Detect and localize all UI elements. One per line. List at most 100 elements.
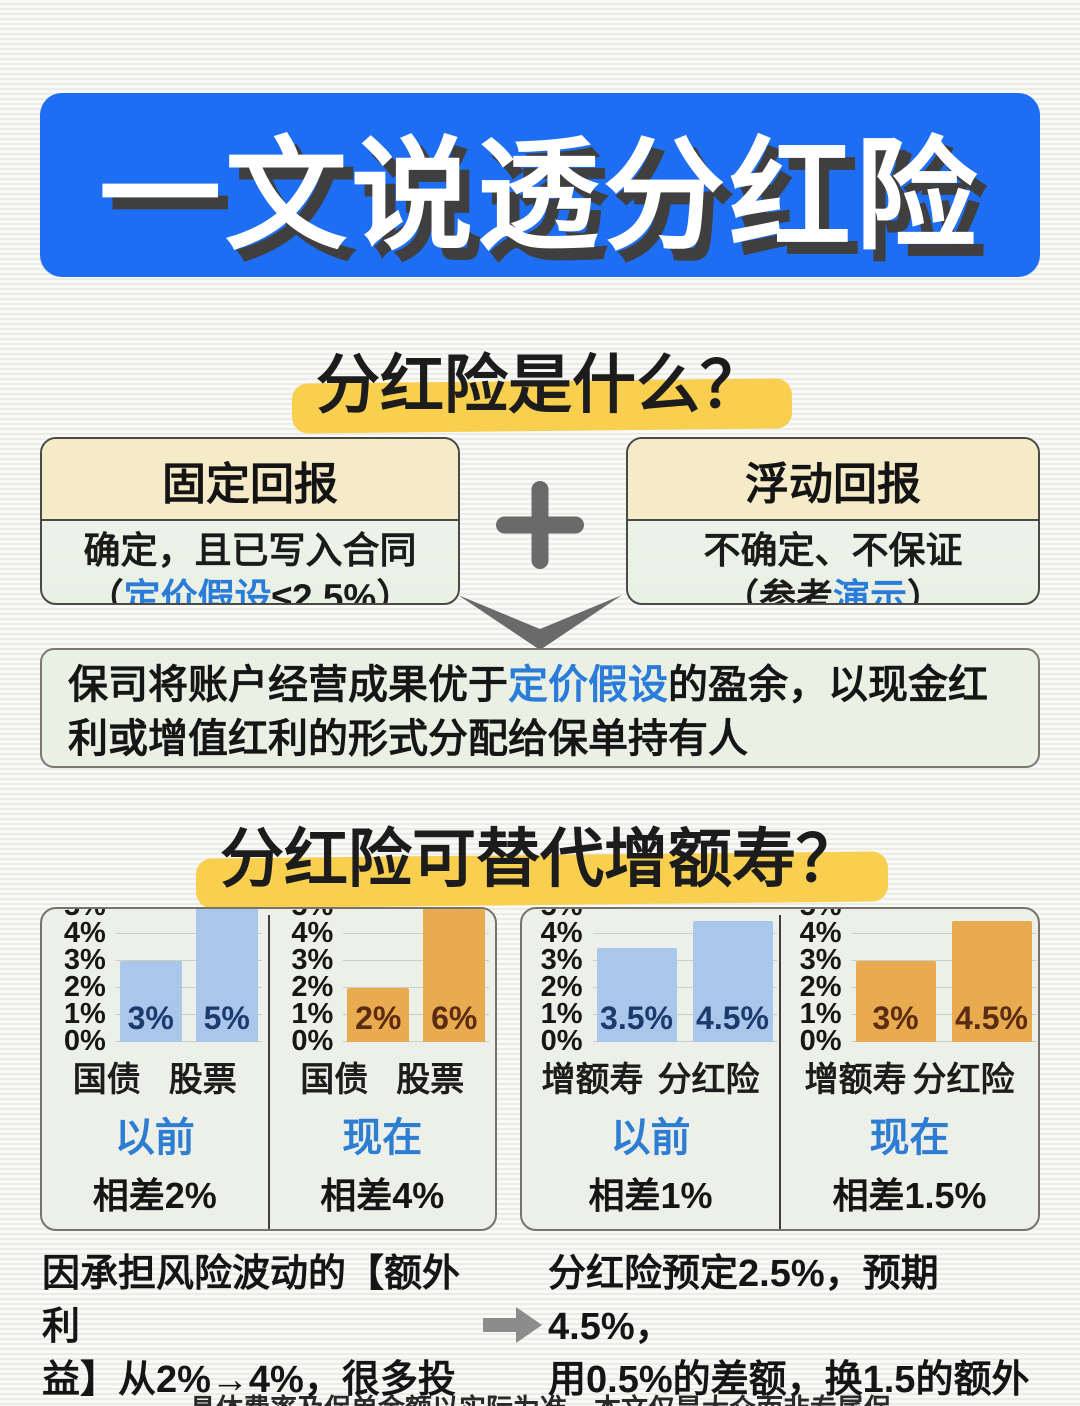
section2-heading-text: 分红险可替代增额寿？ [214, 823, 866, 895]
bar-value-label: 6% [431, 1000, 478, 1036]
difference-label: 相差1.5% [832, 1175, 987, 1216]
floating-return-body: 不确定、不保证 （参考演示） [628, 521, 1038, 603]
bar-股票: 5% [195, 909, 258, 1042]
page-title: 一文说透分红险 [99, 127, 981, 264]
y-axis: 6%5%4%3%2%1%0% [275, 909, 334, 1057]
axis-tick: 5% [48, 909, 106, 921]
category-label: 增额寿 [541, 1061, 644, 1099]
axis-tick: 1% [540, 998, 583, 1030]
axis-tick: 2% [291, 971, 334, 1003]
plot-area: 3.5% 4.5% [592, 909, 777, 1042]
axis-tick: 0% [291, 1025, 334, 1057]
plot-area: 2% 6% [343, 909, 490, 1042]
period-label: 以前 [114, 1116, 195, 1160]
bar-value-label: 4.5% [696, 1000, 769, 1036]
category-label: 国债 [72, 1061, 141, 1099]
fixed-return-line1: 确定，且已写入合同 [83, 530, 417, 571]
category-label: 分红险 [657, 1061, 760, 1099]
axis-tick: 5% [275, 909, 333, 921]
bar-增额寿: 3% [855, 961, 936, 1042]
comparison-cards-row: 固定回报 确定，且已写入合同 （定价假设≤2.5%） 浮动回报 不确定、不保证 … [40, 437, 1040, 605]
plot-area: 3% 4.5% [851, 909, 1036, 1042]
axis-tick: 0% [799, 1025, 842, 1057]
section1-heading-text: 分红险是什么？ [310, 349, 770, 421]
section1-heading: 分红险是什么？ [0, 334, 1080, 426]
category-labels: 国债 股票 [300, 1052, 464, 1101]
plus-icon [496, 481, 584, 569]
axis-tick: 1% [63, 998, 106, 1030]
category-label: 增额寿 [804, 1061, 907, 1099]
floating-return-title: 浮动回报 [628, 439, 1038, 521]
arrow-down-icon [458, 595, 622, 650]
plot-area: 3% 5% [115, 909, 262, 1042]
y-axis: 5%4%3%2%1%0% [784, 909, 842, 1057]
banner: 一文说透分红险 [40, 93, 1040, 277]
axis-tick: 3% [63, 944, 106, 976]
axis-tick: 4% [799, 917, 842, 949]
bottom-right-line1: 分红险预定2.5%，预期4.5%， [548, 1253, 939, 1348]
bar-分红险: 4.5% [951, 920, 1032, 1042]
axis-tick: 5% [525, 909, 583, 921]
axis-tick: 1% [291, 998, 334, 1030]
axis-tick: 4% [540, 917, 583, 949]
bar-增额寿: 3.5% [596, 947, 677, 1042]
bar-国债: 3% [119, 961, 182, 1042]
bottom-left-line2: 益】从2%→4%，很多投资者 [42, 1359, 456, 1401]
period-label: 现在 [342, 1116, 423, 1160]
axis-tick: 2% [799, 971, 842, 1003]
bar-value-label: 5% [203, 1000, 250, 1036]
fixed-return-body: 确定，且已写入合同 （定价假设≤2.5%） [42, 521, 458, 605]
period-label: 现在 [869, 1116, 950, 1160]
arrow-right-icon [483, 1307, 542, 1343]
category-labels: 增额寿 分红险 [542, 1052, 760, 1101]
category-labels: 国债 股票 [73, 1052, 237, 1101]
summary-post: 的盈余，以现金红利或增值红利的形式分配给保单持有人 [68, 663, 988, 761]
axis-tick: 4% [63, 917, 106, 949]
chart-panels: 5%4%3%2%1%0%3%5%国债股票以前相差2%6%5%4%3%2%1%0%… [40, 907, 1040, 1231]
fixed-return-title: 固定回报 [42, 439, 458, 521]
y-axis: 5%4%3%2%1%0% [525, 909, 583, 1057]
difference-label: 相差4% [320, 1175, 445, 1216]
difference-label: 相差1% [588, 1175, 713, 1216]
bar-国债: 2% [347, 988, 410, 1042]
category-label: 股票 [168, 1061, 237, 1099]
bar-value-label: 4.5% [955, 1000, 1028, 1036]
chart-panel-bonds-stocks: 5%4%3%2%1%0%3%5%国债股票以前相差2%6%5%4%3%2%1%0%… [40, 907, 497, 1231]
fixed-return-card: 固定回报 确定，且已写入合同 （定价假设≤2.5%） [40, 437, 460, 605]
bottom-right-line2: 用0.5%的差额，换1.5的额外浮 [548, 1359, 1030, 1401]
footer-disclaimer-clipped: 具体费率及保单金额以实际为准，本文仅是大众而非专属保 [0, 1391, 1080, 1406]
summary-box: 保司将账户经营成果优于定价假设的盈余，以现金红利或增值红利的形式分配给保单持有人 [40, 648, 1040, 768]
fixed-return-line2: （定价假设≤2.5%） [42, 574, 458, 605]
plot-row: 6%5%4%3%2%1%0%2%6% [275, 909, 490, 1056]
bar-分红险: 4.5% [692, 920, 773, 1042]
category-labels: 增额寿 分红险 [805, 1052, 1015, 1101]
bottom-left-text: 因承担风险波动的【额外利 益】从2%→4%，很多投资者 愿意放弃确定的，去选浮动 [42, 1248, 482, 1406]
axis-tick: 2% [63, 971, 106, 1003]
floating-return-line2: （参考演示） [628, 574, 1038, 603]
bar-value-label: 3.5% [600, 1000, 673, 1036]
plot-row: 5%4%3%2%1%0% 3.5% 4.5% [525, 909, 777, 1056]
floating-return-card: 浮动回报 不确定、不保证 （参考演示） [626, 437, 1040, 605]
axis-tick: 3% [540, 944, 583, 976]
axis-tick: 0% [540, 1025, 583, 1057]
axis-tick: 3% [799, 944, 842, 976]
bar-value-label: 2% [355, 1000, 402, 1036]
pricing-assumption-link: 定价假设 [123, 577, 272, 605]
bar-value-label: 3% [127, 1000, 174, 1036]
y-axis: 5%4%3%2%1%0% [48, 909, 106, 1057]
axis-tick: 0% [63, 1025, 106, 1057]
axis-tick: 5% [784, 909, 842, 921]
summary-pre: 保司将账户经营成果优于 [68, 663, 508, 707]
bottom-left-line1: 因承担风险波动的【额外利 [42, 1253, 461, 1348]
bar-value-label: 3% [872, 1000, 919, 1036]
chart-panel-whole-life-vs-participating: 5%4%3%2%1%0%3.5%4.5%增额寿分红险以前相差1%5%4%3%2%… [520, 907, 1040, 1231]
category-label: 分红险 [912, 1061, 1015, 1099]
period-label: 以前 [610, 1116, 691, 1160]
plot-row: 5%4%3%2%1%0%3%4.5% [784, 909, 1036, 1056]
category-label: 股票 [396, 1061, 465, 1099]
